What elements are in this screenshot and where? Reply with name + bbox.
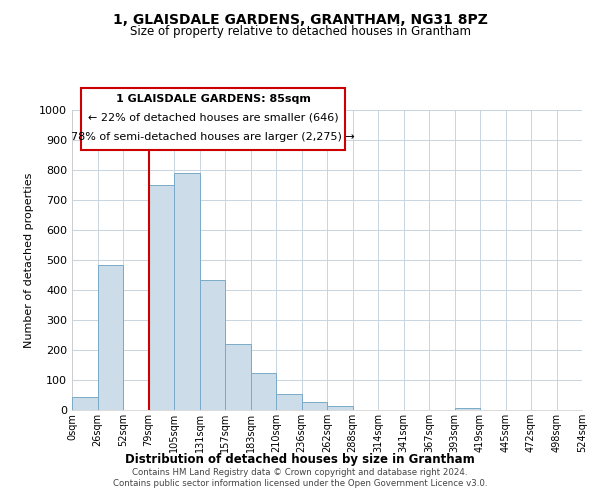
Bar — [174, 173, 199, 410]
Text: Size of property relative to detached houses in Grantham: Size of property relative to detached ho… — [130, 25, 470, 38]
Bar — [199, 280, 225, 410]
Text: 1 GLAISDALE GARDENS: 85sqm: 1 GLAISDALE GARDENS: 85sqm — [116, 94, 310, 104]
Text: Distribution of detached houses by size in Grantham: Distribution of detached houses by size … — [125, 452, 475, 466]
Text: ← 22% of detached houses are smaller (646): ← 22% of detached houses are smaller (64… — [88, 112, 338, 122]
Bar — [455, 408, 480, 410]
Text: Contains HM Land Registry data © Crown copyright and database right 2024.
Contai: Contains HM Land Registry data © Crown c… — [113, 468, 487, 487]
Bar — [72, 396, 97, 410]
Text: 1, GLAISDALE GARDENS, GRANTHAM, NG31 8PZ: 1, GLAISDALE GARDENS, GRANTHAM, NG31 8PZ — [113, 12, 487, 26]
Y-axis label: Number of detached properties: Number of detached properties — [23, 172, 34, 348]
Bar — [327, 406, 353, 410]
Bar — [225, 344, 251, 410]
Bar — [149, 185, 174, 410]
Bar — [276, 394, 302, 410]
Text: 78% of semi-detached houses are larger (2,275) →: 78% of semi-detached houses are larger (… — [71, 132, 355, 141]
Bar — [97, 264, 123, 410]
Bar — [302, 402, 327, 410]
Bar — [251, 372, 276, 410]
